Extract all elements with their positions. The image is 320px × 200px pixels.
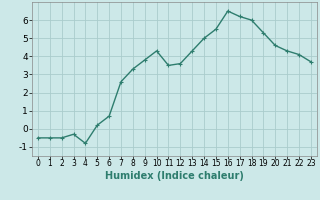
X-axis label: Humidex (Indice chaleur): Humidex (Indice chaleur)	[105, 171, 244, 181]
